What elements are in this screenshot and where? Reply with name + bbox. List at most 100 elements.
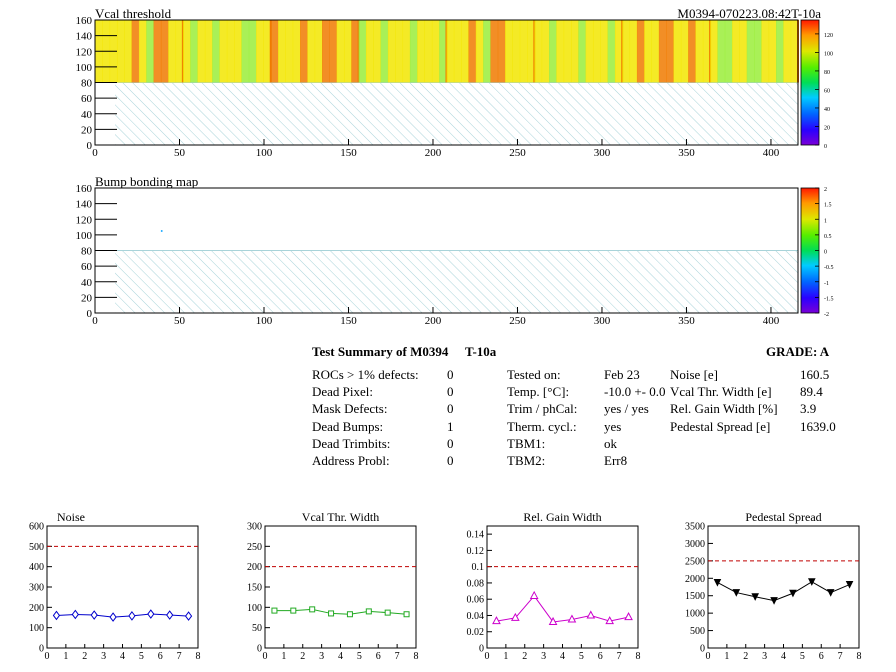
threshold-palette: 0 20 40 60 80 100 120 [800,19,833,150]
data-point [770,597,778,605]
x-tick-label: 5 [800,651,805,662]
y-tick-label: 80 [81,78,93,90]
roc-column [680,20,689,83]
summary-label: Dead Pixel: [312,384,374,400]
roc-column [409,20,418,83]
summary-label: Therm. cycl.: [507,418,577,434]
x-tick-label: 0 [45,651,50,662]
roc-column [226,20,235,83]
data-point [271,607,278,614]
y-tick-label: 40 [81,109,93,121]
roc-column [563,20,572,83]
summary-label: ROCs > 1% defects: [312,367,419,382]
summary-value: yes [604,418,622,434]
summary-value: 1639.0 [800,418,836,434]
y-tick-label: 0.06 [467,595,485,606]
roc-column [505,20,513,83]
y-tick-label: 40 [81,277,93,289]
y-tick-label: 100 [29,623,44,634]
x-tick-label: 1 [281,651,286,662]
x-tick-label: 5 [139,651,144,662]
threshold-band [95,20,799,83]
data-point [624,612,633,621]
roc-column [168,20,177,83]
summary-label: Address Probl: [312,453,390,468]
plot-pedestal: Pedestal Spread 0 500 1000 1500 2000 2500 3000 3… [685,510,862,662]
y-tick-label: 2000 [685,574,705,585]
x-tick-label: 400 [763,315,780,327]
roc-column [329,20,338,83]
roc-column [439,20,447,83]
bump-palette: -2 -1.5 -1 -0.5 0 0.5 1 1.5 2 [800,187,834,318]
roc-column [197,20,206,83]
bump-bonding-map: 0 20 40 60 80 100 120 140 160 0 50 100 150 200 250 300 3… [76,183,799,327]
summary-value: 0 [447,384,454,400]
roc-column [790,20,799,83]
palette-tick-label: 2 [824,187,827,193]
threshold-map: 0 20 40 60 80 100 120 140 160 0 50 100 150 200 250 300 3… [76,15,799,159]
roc-column [446,20,455,83]
roc-column [263,20,272,83]
threshold-map-title: Vcal threshold [95,6,172,21]
summary-label: Trim / phCal: [507,401,578,417]
plot-title: Noise [57,510,85,524]
roc-column [256,20,264,83]
summary-label: Mask Defects: [312,401,388,417]
roc-column [614,20,623,83]
roc-column [688,20,696,83]
roc-column [512,20,521,83]
roc-column [182,20,191,83]
y-tick-label: 0 [87,140,93,152]
roc-column [431,20,440,83]
roc-column [248,20,257,83]
data-point [586,610,596,619]
roc-column [461,20,469,83]
y-tick-label: 2500 [685,556,705,567]
y-tick-label: 0 [479,644,484,655]
roc-column [131,20,140,83]
summary-label: Pedestal Spread [e] [670,418,771,434]
roc-column [732,20,740,83]
palette-bar [800,19,820,146]
x-tick-label: 2 [82,651,87,662]
hatched-region [115,82,798,145]
x-tick-label: 250 [509,315,526,327]
roc-column [497,20,506,83]
roc-column [204,20,213,83]
y-tick-label: 0 [39,644,44,655]
y-tick-label: 600 [29,522,44,533]
roc-column [285,20,294,83]
x-tick-label: 8 [196,651,201,662]
data-point [529,590,539,599]
data-point [365,608,372,615]
x-tick-label: 7 [617,651,622,662]
data-point [845,581,854,589]
roc-column [549,20,557,83]
y-tick-label: 140 [76,199,93,211]
roc-column [754,20,762,83]
plot-frame [707,525,860,649]
data-point [384,609,391,616]
y-tick-label: 0.1 [472,562,485,573]
y-tick-label: 1500 [685,591,705,602]
roc-column [666,20,675,83]
y-tick-label: 500 [29,542,44,553]
summary-label: TBM2: [507,453,546,468]
roc-column [270,20,279,83]
x-tick-label: 6 [598,651,603,662]
plot-title: Pedestal Spread [745,510,821,524]
series-line [717,581,850,602]
hatched-region [115,250,798,313]
data-point [309,606,316,613]
summary-value: 160.5 [800,367,830,382]
roc-column [190,20,199,83]
summary-value: 3.9 [800,401,817,417]
roc-column [695,20,704,83]
data-point [147,609,155,619]
summary-label: TBM1: [507,435,546,451]
x-tick-label: 1 [724,651,729,662]
roc-column [387,20,396,83]
x-tick-label: 0 [263,651,268,662]
y-tick-label: 160 [76,183,93,195]
x-tick-label: 6 [376,651,381,662]
